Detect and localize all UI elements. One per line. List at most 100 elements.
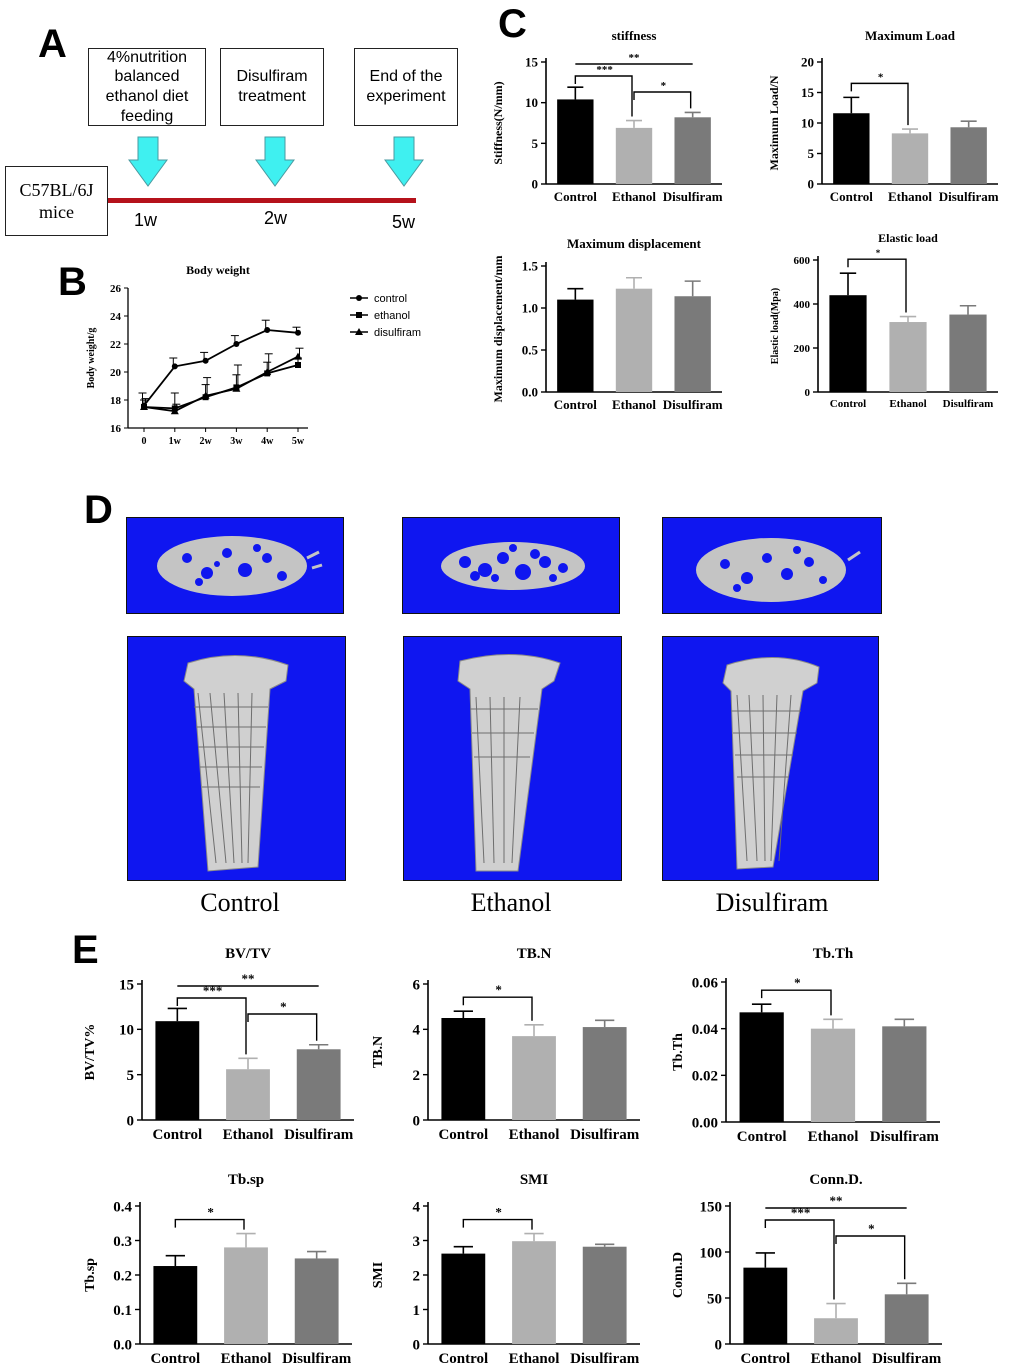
tb-n-title: TB.N <box>517 946 552 962</box>
bv-tv-y-tick-label: 5 <box>127 1068 135 1084</box>
tb-th-x-tick-label: Disulfiram <box>870 1129 940 1145</box>
stiffness-sig-label: *** <box>596 64 613 76</box>
tb-n-x-tick-label: Disulfiram <box>570 1127 640 1143</box>
ct-long-disulfiram <box>662 636 879 881</box>
tb-sp-bar-ethanol <box>224 1247 268 1344</box>
ct-top-control <box>126 517 344 614</box>
elastic-load-y-tick-label: 200 <box>794 343 811 355</box>
bv-tv-y-tick-label: 0 <box>127 1113 135 1129</box>
maximum-displacement-x-tick-label: Control <box>554 397 597 412</box>
conn-d-y-tick-label: 0 <box>715 1337 723 1353</box>
elastic-load-y-tick-label: 400 <box>794 299 811 311</box>
tb-n-y-tick-label: 4 <box>413 1023 421 1039</box>
tb-n-x-tick-label: Control <box>438 1127 488 1143</box>
ct-caption-control: Control <box>200 888 280 917</box>
body-weight-title: Body weight <box>186 263 250 277</box>
tb-th-chart: Tb.Th Tb.Th 0.00 0.02 0.04 0.06 Control Ethanol… <box>671 946 940 1145</box>
tb-sp-sig-bracket <box>174 1218 245 1230</box>
tb-th-bar-disulfiram <box>882 1026 927 1122</box>
conn-d-y-tick-label: 100 <box>700 1245 723 1261</box>
elastic-load-bar-control <box>829 295 867 392</box>
timeline-arrow-1 <box>128 136 168 187</box>
bv-tv-y-tick-label: 15 <box>119 977 134 993</box>
conn-d-bar-ethanol <box>814 1318 858 1344</box>
body-weight-x-tick-label: 4w <box>261 436 274 447</box>
smi-x-tick-label: Disulfiram <box>570 1351 640 1367</box>
maximum-load-x-tick-label: Control <box>830 189 873 204</box>
body-weight-point-control <box>171 363 178 370</box>
tb-n-y-tick-label: 2 <box>413 1068 421 1084</box>
trabecular-bone-image <box>696 538 861 602</box>
tb-th-y-tick-label: 0.02 <box>692 1069 718 1085</box>
ct-caption-ethanol: Ethanol <box>470 888 552 917</box>
body-weight-line-disulfiram <box>143 355 299 413</box>
body-weight-point-ethanol <box>295 362 301 368</box>
body-weight-x-tick-label: 5w <box>292 436 305 447</box>
panel-label-d: D <box>84 488 113 532</box>
body-weight-legend-marker <box>355 328 363 335</box>
body-weight-legend-marker <box>356 295 362 301</box>
body-weight-point-control <box>233 341 240 347</box>
smi-y-tick-label: 2 <box>413 1268 421 1284</box>
maximum-displacement-y-tick-label: 1.5 <box>522 259 539 274</box>
bv-tv-ylabel: BV/TV% <box>83 1024 98 1081</box>
timeline-arrow-3 <box>384 136 424 187</box>
stiffness-sig-label: * <box>661 80 667 92</box>
stiffness-bar-disulfiram <box>674 117 711 184</box>
elastic-load-chart: Elastic load Elastic load(Mpa) 0 200 400 600 C… <box>770 231 998 410</box>
conn-d-sig-label: ** <box>830 1193 843 1208</box>
body-weight-point-control <box>202 357 209 364</box>
body-weight-x-tick-label: 0 <box>142 436 147 447</box>
body-weight-legend-label: disulfiram <box>374 327 421 339</box>
body-weight-y-tick-label: 24 <box>110 311 122 323</box>
maximum-displacement-x-tick-label: Disulfiram <box>663 397 723 412</box>
bv-tv-x-tick-label: Control <box>152 1127 202 1143</box>
trabecular-bone-image <box>157 536 323 596</box>
maximum-displacement-title: Maximum displacement <box>567 236 702 251</box>
maximum-displacement-y-tick-label: 1.0 <box>522 301 538 316</box>
bv-tv-sig-label: *** <box>203 983 223 998</box>
elastic-load-title: Elastic load <box>878 231 938 245</box>
bv-tv-x-tick-label: Disulfiram <box>284 1127 354 1143</box>
tb-th-bar-ethanol <box>810 1028 856 1122</box>
tibia-bone-image <box>722 657 820 870</box>
maximum-load-ylabel: Maximum Load/N <box>767 75 781 170</box>
conn-d-sig-label: *** <box>791 1205 811 1220</box>
body-weight-y-tick-label: 18 <box>110 395 122 407</box>
tb-th-bar-control <box>739 1012 784 1122</box>
tb-sp-y-tick-label: 0.4 <box>113 1199 132 1215</box>
maximum-load-sig-bracket <box>850 82 909 126</box>
conn-d-x-tick-label: Ethanol <box>811 1351 862 1367</box>
maximum-load-y-tick-label: 0 <box>808 177 815 192</box>
trabecular-bone-image <box>441 542 585 590</box>
body-weight-point-disulfiram <box>201 391 210 399</box>
stiffness-y-tick-label: 5 <box>532 136 539 151</box>
smi-x-tick-label: Control <box>438 1351 488 1367</box>
tb-n-y-tick-label: 0 <box>413 1113 421 1129</box>
conn-d-title: Conn.D. <box>809 1172 863 1188</box>
conn-d-sig-label: * <box>868 1221 875 1236</box>
body-weight-x-tick-label: 3w <box>230 436 243 447</box>
conn-d-x-tick-label: Control <box>740 1351 790 1367</box>
tb-n-y-tick-label: 6 <box>413 977 421 993</box>
tb-th-title: Tb.Th <box>813 946 854 962</box>
body-weight-y-tick-label: 20 <box>110 367 122 379</box>
body-weight-x-tick-label: 1w <box>169 436 182 447</box>
ct-long-control <box>127 636 346 881</box>
tb-sp-sig-label: * <box>207 1205 214 1220</box>
body-weight-legend-label: control <box>374 293 407 305</box>
maximum-displacement-chart: Maximum displacement Maximum displacement… <box>491 236 723 412</box>
tb-th-sig-bracket <box>760 989 832 1016</box>
timeline-box-end: End of the experiment <box>354 48 458 126</box>
elastic-load-y-tick-label: 600 <box>794 255 811 267</box>
elastic-load-bar-disulfiram <box>949 314 987 392</box>
tb-sp-bar-disulfiram <box>294 1258 339 1344</box>
tb-n-bar-control <box>441 1018 486 1120</box>
ct-top-disulfiram <box>662 517 882 614</box>
tb-n-x-tick-label: Ethanol <box>509 1127 560 1143</box>
elastic-load-ylabel: Elastic load(Mpa) <box>770 288 781 364</box>
stiffness-sig-bracket <box>633 91 692 109</box>
body-weight-point-control <box>264 327 271 333</box>
tb-sp-y-tick-label: 0.0 <box>113 1337 132 1353</box>
bv-tv-sig-bracket <box>176 997 247 1055</box>
